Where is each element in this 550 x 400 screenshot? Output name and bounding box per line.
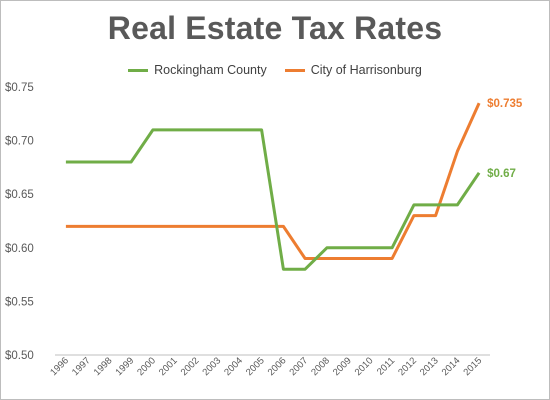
y-tick-labels: $0.50 $0.55 $0.60 $0.65 $0.70 $0.75 bbox=[5, 82, 34, 362]
x-tick-label: 2009 bbox=[331, 355, 354, 378]
series-line-rockingham bbox=[65, 128, 481, 271]
x-tick-label: 1999 bbox=[114, 355, 137, 378]
x-tick-label: 2015 bbox=[462, 355, 485, 378]
x-tick-label: 2003 bbox=[201, 355, 224, 378]
x-tick-label: 1997 bbox=[70, 355, 93, 378]
legend-label-harrisonburg: City of Harrisonburg bbox=[310, 63, 422, 77]
x-tick-label: 2005 bbox=[244, 355, 267, 378]
y-tick-label: $0.70 bbox=[5, 136, 34, 148]
x-tick-label: 2010 bbox=[353, 355, 376, 378]
x-tick-label: 2012 bbox=[396, 355, 419, 378]
chart-title: Real Estate Tax Rates bbox=[107, 10, 443, 46]
end-label-rockingham: $0.67 bbox=[487, 168, 516, 180]
x-tick-label: 2011 bbox=[375, 355, 397, 377]
x-tick-label: 2000 bbox=[135, 355, 158, 378]
x-tick-label: 2007 bbox=[288, 355, 311, 378]
x-tick-label: 2014 bbox=[440, 355, 463, 378]
y-tick-label: $0.65 bbox=[5, 189, 34, 201]
x-tick-label: 2008 bbox=[309, 355, 332, 378]
x-tick-label: 2013 bbox=[418, 355, 441, 378]
x-tick-label: 1998 bbox=[92, 355, 115, 378]
x-tick-label: 2001 bbox=[157, 355, 180, 378]
legend-swatch-harrisonburg bbox=[284, 68, 305, 72]
end-labels: $0.67 $0.735 bbox=[487, 98, 523, 180]
y-tick-label: $0.55 bbox=[5, 296, 34, 308]
series-line-harrisonburg bbox=[65, 102, 481, 260]
x-tick-label: 2006 bbox=[266, 355, 289, 378]
legend: Rockingham County City of Harrisonburg bbox=[0, 63, 550, 77]
x-tick-label: 1996 bbox=[48, 355, 71, 378]
legend-item-harrisonburg: City of Harrisonburg bbox=[284, 63, 422, 77]
end-label-harrisonburg: $0.735 bbox=[487, 98, 523, 110]
y-tick-label: $0.75 bbox=[5, 82, 34, 94]
y-tick-label: $0.50 bbox=[5, 350, 34, 362]
x-tick-label: 2002 bbox=[179, 355, 202, 378]
legend-item-rockingham: Rockingham County bbox=[128, 63, 267, 77]
legend-swatch-rockingham bbox=[128, 68, 149, 72]
x-tick-label: 2004 bbox=[222, 355, 245, 378]
legend-label-rockingham: Rockingham County bbox=[154, 63, 267, 77]
y-tick-label: $0.60 bbox=[5, 243, 34, 255]
x-tick-labels: 1996 1997 1998 1999 2000 2001 2002 2003 2004 2005… bbox=[48, 355, 484, 378]
series-lines bbox=[65, 102, 481, 271]
